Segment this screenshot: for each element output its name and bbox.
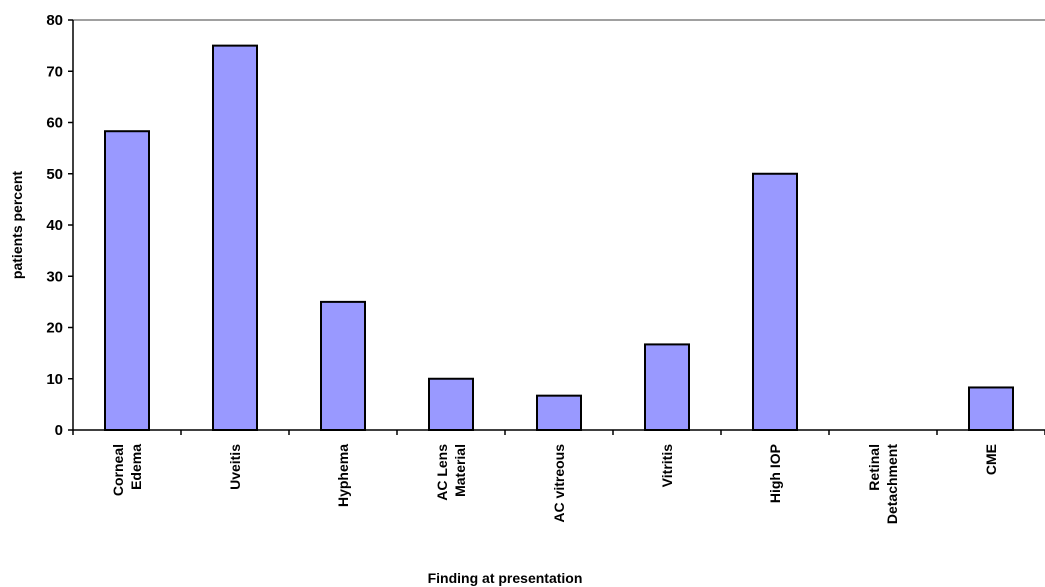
x-category-label: Hyphema: [335, 444, 351, 507]
x-category-label: Uveitis: [227, 444, 243, 490]
x-category-label: Retinal: [866, 444, 882, 491]
y-axis: 0 10 20 30 40 50 60 70 80: [46, 12, 73, 439]
y-axis-title: patients percent: [9, 171, 25, 279]
x-category-label: AC vitreous: [551, 444, 567, 523]
x-category-label: AC Lens: [434, 444, 450, 501]
x-category-label: Corneal: [110, 444, 126, 496]
x-category-label: Material: [452, 444, 468, 497]
bar: [536, 394, 582, 432]
y-tick-label: 70: [46, 63, 63, 80]
y-tick-label: 10: [46, 371, 63, 388]
bars: [104, 44, 1014, 432]
x-axis-title: Finding at presentation: [428, 570, 583, 586]
bar: [644, 343, 690, 432]
y-tick-label: 80: [46, 12, 63, 29]
bar: [104, 130, 150, 431]
bar: [968, 386, 1014, 431]
y-tick-label: 50: [46, 166, 63, 183]
x-category-label: CME: [983, 444, 999, 475]
y-tick-label: 40: [46, 217, 63, 234]
y-tick-label: 20: [46, 320, 63, 337]
x-category-label: High IOP: [767, 444, 783, 503]
bar: [212, 44, 258, 431]
y-tick-label: 60: [46, 115, 63, 132]
x-axis: Corneal Edema Uveitis Hyphema AC Lens Materia…: [72, 430, 1045, 524]
x-category-label: Vitritis: [659, 444, 675, 488]
x-category-label: Edema: [128, 444, 144, 490]
y-tick-label: 30: [46, 268, 63, 285]
bar: [752, 172, 798, 431]
bar: [428, 377, 474, 431]
x-category-label: Detachment: [884, 444, 900, 524]
y-tick-label: 0: [55, 422, 63, 439]
bar: [320, 300, 366, 431]
